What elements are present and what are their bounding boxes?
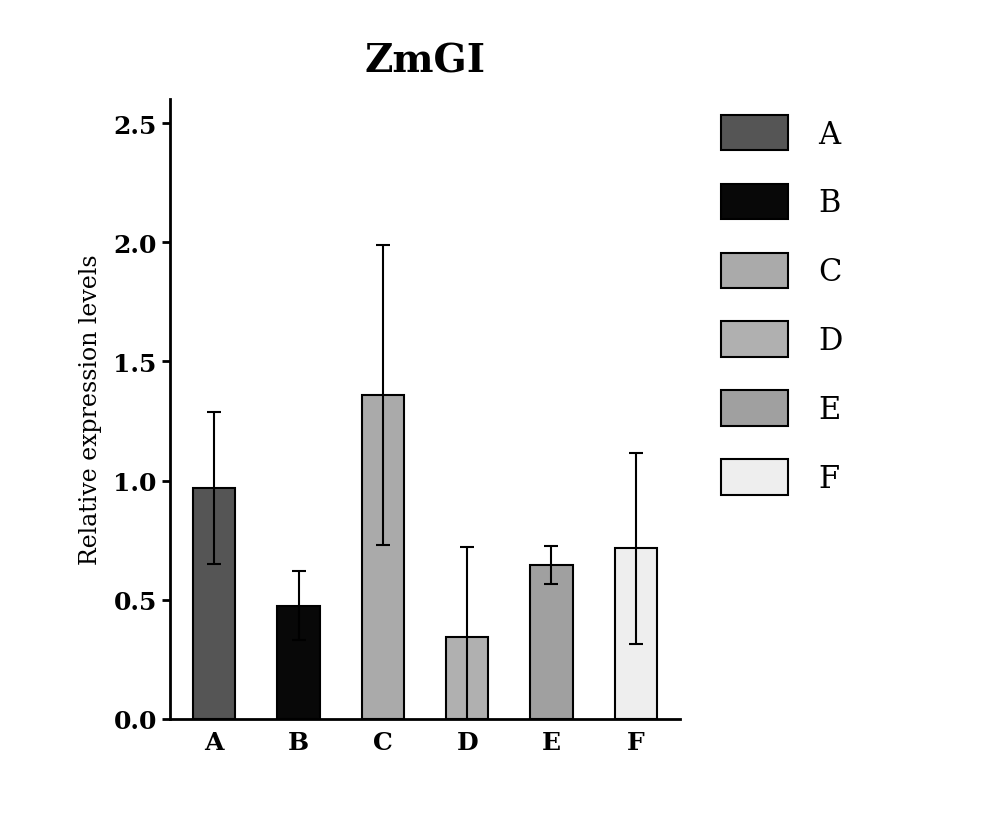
Bar	[615, 549, 657, 719]
Title: ZmGI: ZmGI	[364, 43, 486, 80]
Bar	[362, 395, 404, 719]
Y-axis label: Relative expression levels: Relative expression levels	[79, 254, 102, 565]
Bar	[530, 565, 573, 719]
Bar	[193, 488, 235, 719]
Bar	[446, 637, 488, 719]
Legend: A, B, C, D, E, F: A, B, C, D, E, F	[721, 115, 843, 495]
Bar	[277, 606, 320, 719]
